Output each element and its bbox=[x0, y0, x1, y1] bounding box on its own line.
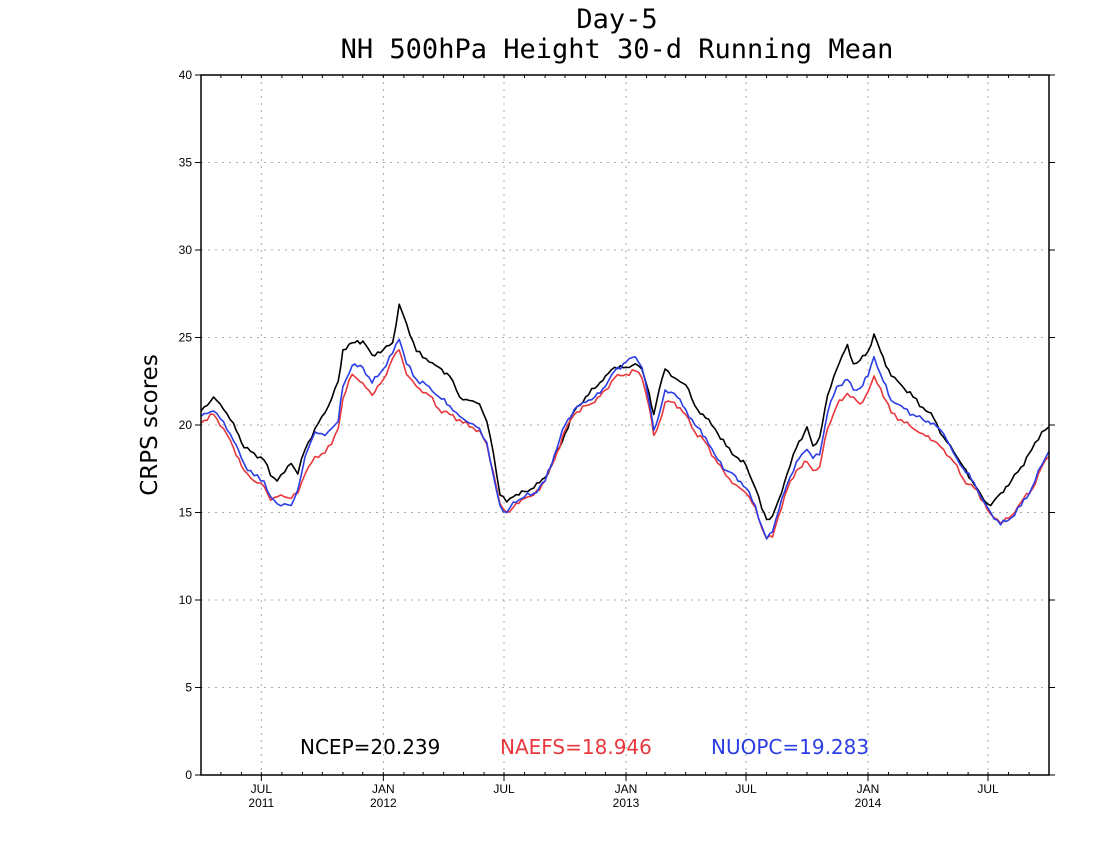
x-tick-year-label: 2011 bbox=[248, 796, 274, 810]
x-tick-label: JUL bbox=[735, 782, 757, 796]
x-tick-label: JUL bbox=[977, 782, 999, 796]
series-lines bbox=[201, 303, 1049, 540]
series-line-naefs bbox=[201, 348, 1049, 540]
x-tick-year-label: 2012 bbox=[370, 796, 397, 810]
chart-subtitle: NH 500hPa Height 30-d Running Mean bbox=[341, 34, 894, 65]
chart-title: Day-5 bbox=[576, 4, 657, 35]
legend-ncep: NCEP=20.239 bbox=[300, 735, 440, 759]
y-axis-label: CRPS scores bbox=[137, 354, 163, 496]
y-tick-label: 40 bbox=[179, 68, 193, 82]
series-line-ncep bbox=[201, 303, 1049, 521]
plot-frame bbox=[200, 74, 1050, 776]
x-tick-label: JAN bbox=[857, 782, 880, 796]
legend-naefs: NAEFS=18.946 bbox=[500, 735, 652, 759]
legend: NCEP=20.239 NAEFS=18.946 NUOPC=19.283 bbox=[300, 735, 869, 759]
x-tick-label: JUL bbox=[251, 782, 273, 796]
y-tick-label: 30 bbox=[179, 243, 193, 257]
y-tick-label: 35 bbox=[179, 156, 193, 170]
y-axis-ticks: 0 5 10 15 20 25 30 35 40 bbox=[179, 68, 1055, 782]
series-line-nuopc bbox=[201, 338, 1049, 540]
y-tick-label: 15 bbox=[179, 506, 193, 520]
x-tick-year-label: 2013 bbox=[613, 796, 640, 810]
y-tick-label: 25 bbox=[179, 331, 193, 345]
y-tick-label: 20 bbox=[179, 418, 193, 432]
gridlines bbox=[201, 75, 1049, 775]
x-tick-label: JAN bbox=[615, 782, 638, 796]
y-tick-label: 5 bbox=[185, 681, 192, 695]
x-tick-label: JUL bbox=[493, 782, 515, 796]
x-tick-year-label: 2014 bbox=[855, 796, 882, 810]
legend-nuopc: NUOPC=19.283 bbox=[711, 735, 869, 759]
y-tick-label: 10 bbox=[179, 593, 193, 607]
x-tick-label: JAN bbox=[372, 782, 395, 796]
y-tick-label: 0 bbox=[185, 768, 192, 782]
